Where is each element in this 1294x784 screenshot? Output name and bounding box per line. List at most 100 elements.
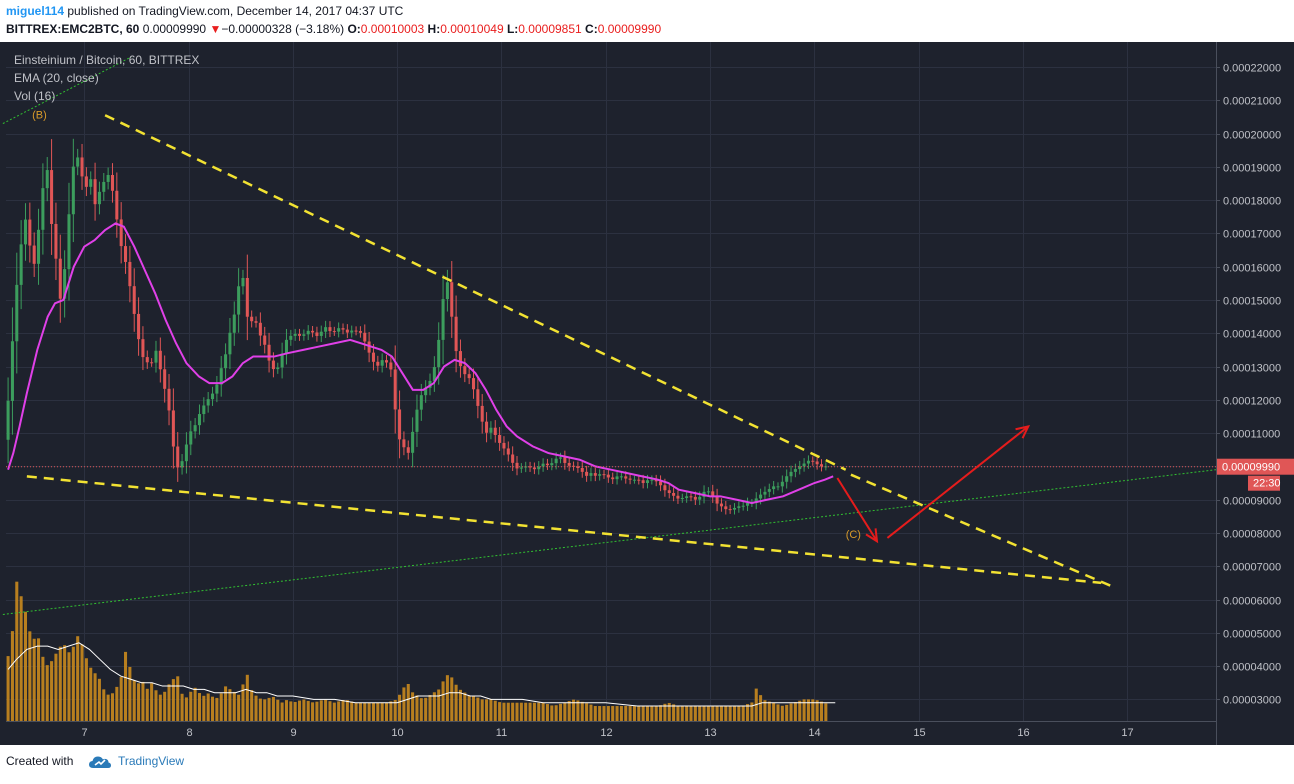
volume-bar: [184, 697, 188, 721]
volume-bar: [676, 705, 680, 721]
author-link[interactable]: miguel114: [6, 4, 65, 18]
candle-body: [102, 181, 106, 192]
volume-bar: [793, 702, 797, 721]
date-tick-label: 9: [290, 727, 296, 739]
volume-bar: [589, 704, 593, 721]
candle-body: [654, 479, 658, 482]
candle-body: [437, 339, 441, 368]
volume-bar: [224, 686, 228, 721]
candle-body: [498, 434, 502, 443]
candle-body: [189, 431, 193, 445]
candle-body: [224, 354, 228, 369]
candle-body: [672, 493, 676, 496]
legend-ema[interactable]: EMA (20, close): [14, 71, 99, 85]
candle-body: [728, 509, 732, 511]
volume-bar: [180, 693, 184, 721]
candle-body: [493, 427, 497, 435]
candle-body: [97, 191, 101, 205]
candle-body: [167, 388, 171, 411]
close-label: C:: [585, 22, 598, 36]
yellow-lower-trendline[interactable]: [26, 475, 1102, 585]
candle-body: [76, 157, 80, 167]
volume-bar: [271, 696, 275, 721]
volume-bar: [76, 636, 80, 721]
candle-body: [554, 458, 558, 464]
candle-body: [689, 496, 693, 498]
volume-bar: [45, 665, 49, 721]
open-value: 0.00010003: [360, 22, 425, 36]
volume-bar: [493, 700, 497, 721]
yellow-upper-trendline[interactable]: [104, 114, 847, 471]
candle-body: [537, 466, 541, 470]
date-tick-label: 11: [496, 727, 507, 739]
volume-bar: [511, 702, 515, 721]
candle-body: [602, 474, 606, 476]
chart-background: [0, 0, 1294, 745]
candle-body: [332, 331, 336, 333]
date-tick-label: 16: [1017, 727, 1029, 739]
price-tick-label: 0.00007000: [1223, 562, 1281, 574]
candle-body: [241, 277, 245, 287]
volume-bar: [245, 674, 249, 721]
candle-body: [6, 400, 10, 440]
candle-body: [341, 328, 345, 330]
volume-bar: [93, 673, 97, 721]
candle-body: [798, 466, 802, 470]
red-arrow-down[interactable]: [836, 477, 878, 542]
open-label: O:: [347, 22, 361, 36]
candle-body: [467, 374, 471, 379]
candle-body: [424, 387, 428, 396]
legend-volume[interactable]: Vol (16): [14, 89, 56, 103]
volume-bar: [485, 699, 489, 721]
candle-body: [802, 463, 806, 467]
green-upper-trendline[interactable]: [2, 56, 132, 124]
wave-label[interactable]: (B): [32, 110, 47, 122]
candle-body: [384, 360, 389, 363]
cloud-icon[interactable]: [88, 754, 112, 770]
volume-bar: [715, 706, 719, 721]
candle-body: [232, 314, 236, 333]
date-tick-label: 15: [913, 727, 925, 739]
volume-bar: [659, 705, 663, 721]
volume-bar: [150, 683, 154, 721]
volume-bar: [263, 699, 267, 721]
volume-bar: [806, 699, 810, 721]
tradingview-link[interactable]: TradingView: [118, 754, 185, 768]
change-value: −0.00000328 (−3.18%): [221, 22, 345, 36]
volume-bar: [37, 638, 41, 721]
candle-body: [589, 473, 593, 476]
red-arrow-down-head[interactable]: [865, 528, 879, 544]
candle-body: [406, 447, 410, 453]
candle-body: [676, 495, 680, 499]
candle-body: [585, 471, 589, 476]
price-tick-label: 0.00013000: [1223, 363, 1281, 375]
high-label: H:: [427, 22, 441, 36]
volume-bar: [345, 700, 349, 721]
volume-bar: [80, 644, 84, 721]
volume-bar: [97, 678, 101, 721]
red-arrow-up-head[interactable]: [1015, 425, 1031, 439]
candle-body: [145, 357, 149, 363]
candle-body: [789, 471, 793, 477]
candle-body: [445, 282, 449, 300]
candle-body: [706, 491, 710, 493]
red-arrow-up[interactable]: [886, 425, 1029, 539]
price-axis-panel[interactable]: [1216, 42, 1294, 745]
volume-bar: [106, 694, 110, 721]
volume-bar: [363, 702, 367, 721]
price-tick-label: 0.00008000: [1223, 529, 1281, 541]
candle-body: [519, 467, 523, 469]
candle-body: [593, 473, 597, 476]
low-value: 0.00009851: [518, 22, 582, 36]
candle-body: [45, 170, 49, 189]
candle-body: [819, 464, 824, 467]
candle-body: [772, 486, 776, 490]
volume-bar: [58, 646, 62, 721]
volume-bar: [445, 675, 449, 721]
volume-bar: [358, 702, 362, 721]
date-tick-label: 12: [600, 727, 612, 739]
wave-label[interactable]: (C): [846, 529, 861, 541]
volume-bar: [450, 677, 454, 721]
candle-body: [245, 277, 249, 317]
